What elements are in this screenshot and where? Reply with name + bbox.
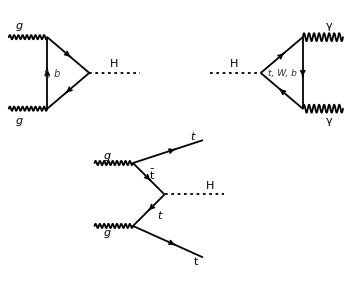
Text: $\bar{\rm t}$: $\bar{\rm t}$ [193,254,199,268]
Text: H: H [110,59,118,69]
Text: t: t [190,132,195,142]
Text: g: g [103,151,110,161]
Text: t, W, b: t, W, b [268,69,297,78]
Text: H: H [230,59,238,69]
Text: g: g [16,116,23,126]
Text: g: g [16,21,23,31]
Text: t: t [157,211,161,221]
Text: g: g [103,228,110,238]
Text: γ: γ [326,116,332,126]
Text: $\bar{\rm t}$: $\bar{\rm t}$ [149,167,155,182]
Text: t, b: t, b [44,69,60,79]
Text: H: H [206,182,214,191]
Text: γ: γ [326,21,332,31]
